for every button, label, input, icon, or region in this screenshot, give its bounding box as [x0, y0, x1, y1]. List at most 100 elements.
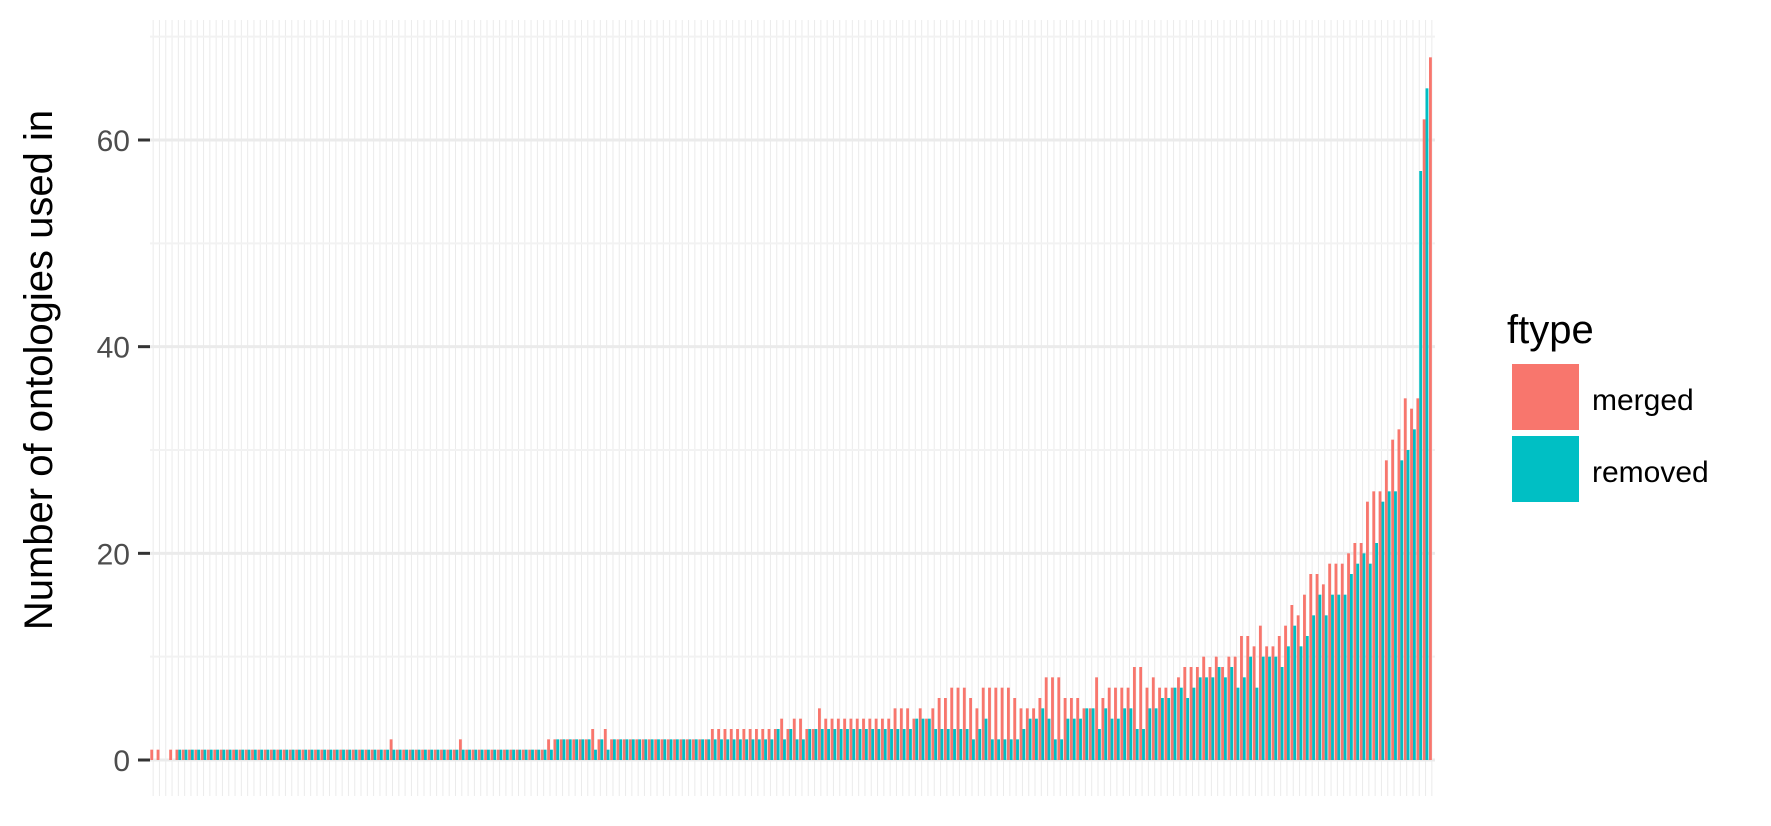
bar-merged	[238, 749, 242, 760]
bar-removed	[1186, 698, 1190, 760]
bar-merged	[647, 739, 651, 760]
bar-merged	[427, 749, 431, 760]
bar-removed	[253, 749, 257, 760]
bar-merged	[301, 749, 305, 760]
bar-removed	[1104, 708, 1108, 760]
y-axis: 0 20 40 60	[97, 125, 150, 778]
bar-removed	[953, 729, 956, 760]
bar-merged	[1334, 563, 1338, 760]
bar-merged	[440, 749, 443, 760]
bar-merged	[729, 729, 733, 760]
bar-merged	[673, 739, 676, 760]
bar-removed	[298, 749, 301, 760]
bar-removed	[1079, 718, 1082, 760]
bar-merged	[1057, 677, 1061, 760]
bar-merged	[692, 739, 695, 760]
bar-merged	[918, 708, 922, 760]
bar-removed	[801, 739, 805, 760]
bar-merged	[1240, 636, 1243, 760]
bar-merged	[307, 749, 311, 760]
bar-removed	[1047, 718, 1051, 760]
bar-removed	[1179, 687, 1183, 760]
bar-removed	[285, 749, 289, 760]
bar-removed	[946, 729, 950, 760]
bar-merged	[188, 749, 191, 760]
bar-merged	[792, 718, 796, 760]
bar-merged	[458, 739, 462, 760]
bar-merged	[1095, 677, 1099, 760]
bar-removed	[1060, 739, 1064, 760]
bar-merged	[893, 708, 897, 760]
bar-removed	[367, 749, 371, 760]
bar-merged	[181, 749, 185, 760]
bar-merged	[364, 749, 368, 760]
legend-label-merged: merged	[1592, 384, 1694, 417]
bar-removed	[726, 739, 730, 760]
bar-removed	[272, 749, 276, 760]
bar-merged	[717, 729, 721, 760]
bar-removed	[247, 749, 251, 760]
bar-removed	[228, 749, 232, 760]
bar-removed	[1160, 698, 1164, 760]
bar-merged	[1340, 563, 1344, 760]
bar-removed	[732, 739, 736, 760]
bar-merged	[975, 708, 979, 760]
bar-merged	[1158, 687, 1161, 760]
bar-merged	[477, 749, 481, 760]
bar-merged	[584, 739, 588, 760]
bar-merged	[395, 749, 399, 760]
legend-key-merged	[1512, 364, 1579, 430]
bar-merged	[1221, 667, 1224, 760]
bar-removed	[1255, 687, 1259, 760]
bar-removed	[222, 749, 226, 760]
bar-merged	[874, 718, 878, 760]
bar-removed	[1116, 718, 1120, 760]
bar-merged	[194, 749, 198, 760]
bar-merged	[704, 739, 708, 760]
bar-merged	[1170, 687, 1174, 760]
bar-merged	[213, 749, 217, 760]
bar-removed	[512, 749, 516, 760]
bar-removed	[505, 749, 509, 760]
bar-removed	[379, 749, 383, 760]
bar-merged	[622, 739, 626, 760]
plot-panel	[150, 20, 1435, 796]
bar-merged	[1082, 708, 1086, 760]
bar-merged	[377, 749, 380, 760]
bar-removed	[1375, 543, 1378, 760]
bar-removed	[1293, 625, 1297, 760]
bar-merged	[402, 749, 406, 760]
bar-merged	[332, 749, 336, 760]
bar-merged	[843, 718, 847, 760]
bar-merged	[1132, 667, 1136, 760]
bar-merged	[610, 739, 613, 760]
bar-removed	[398, 749, 402, 760]
bar-merged	[666, 739, 670, 760]
legend: ftype merged removed	[1507, 308, 1709, 502]
bar-merged	[1284, 625, 1287, 760]
bar-removed	[1394, 491, 1397, 760]
bar-removed	[279, 749, 282, 760]
bar-merged	[1416, 398, 1420, 760]
bar-removed	[241, 749, 245, 760]
bar-removed	[644, 739, 648, 760]
bar-merged	[383, 749, 387, 760]
bar-merged	[931, 708, 935, 760]
bar-removed	[499, 749, 503, 760]
bar-removed	[650, 739, 654, 760]
bar-merged	[824, 718, 828, 760]
bar-merged	[1378, 491, 1382, 760]
bar-removed	[738, 739, 742, 760]
bar-removed	[972, 739, 975, 760]
bar-removed	[1028, 718, 1032, 760]
bar-merged	[169, 749, 173, 760]
bar-removed	[783, 739, 786, 760]
bar-removed	[978, 729, 982, 760]
bar-removed	[858, 729, 862, 760]
bar-removed	[197, 749, 201, 760]
bar-removed	[1305, 636, 1309, 760]
bar-removed	[480, 749, 484, 760]
bar-merged	[1044, 677, 1048, 760]
bar-merged	[761, 729, 765, 760]
bar-removed	[1091, 708, 1095, 760]
